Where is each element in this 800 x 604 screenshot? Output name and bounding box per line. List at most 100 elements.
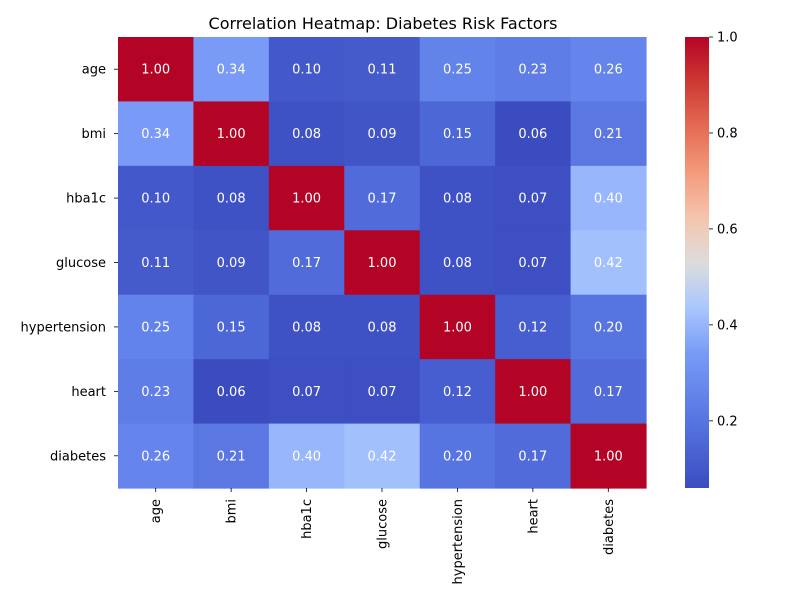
row-tick-label: glucose (56, 256, 106, 271)
row-tick-label: hba1c (66, 192, 106, 207)
heatmap-cell (495, 359, 572, 425)
cell-value-label: 0.07 (518, 192, 547, 207)
heatmap-cell (193, 165, 270, 231)
cell-value-label: 0.06 (217, 385, 246, 400)
heatmap-cell (118, 294, 195, 360)
heatmap-cell (495, 230, 572, 296)
heatmap-cell (344, 165, 421, 231)
cell-value-label: 0.08 (292, 320, 321, 335)
cell-value-label: 0.34 (217, 63, 246, 78)
cell-value-label: 0.08 (292, 127, 321, 142)
heatmap-cell (193, 294, 270, 360)
column-tick-label: bmi (225, 499, 240, 524)
heatmap-cell (193, 359, 270, 425)
heatmap-cell (344, 101, 421, 167)
cell-value-label: 0.08 (217, 192, 246, 207)
colorbar-tick-label: 0.8 (717, 126, 738, 141)
heatmap-cell (118, 423, 195, 489)
cell-value-label: 0.34 (141, 127, 170, 142)
column-tick-label: glucose (376, 499, 391, 549)
cell-value-label: 0.42 (594, 256, 623, 271)
heatmap-cell (419, 294, 496, 360)
heatmap-cell (570, 423, 647, 489)
heatmap-cell (419, 101, 496, 167)
heatmap-cell (419, 423, 496, 489)
cell-value-label: 0.26 (594, 63, 623, 78)
colorbar: 0.2 0.4 0.6 0.8 1.0 (685, 31, 738, 488)
heatmap-cell (268, 165, 345, 231)
cell-value-label: 0.21 (217, 449, 246, 464)
cell-value-label: 0.08 (443, 256, 472, 271)
cell-value-label: 0.09 (368, 127, 397, 142)
heatmap-cell (193, 230, 270, 296)
heatmap-cell (419, 359, 496, 425)
chart-title: Correlation Heatmap: Diabetes Risk Facto… (209, 14, 558, 33)
colorbar-tick-label: 1.0 (717, 31, 738, 46)
cell-value-label: 1.00 (292, 192, 321, 207)
cell-value-label: 0.10 (141, 192, 170, 207)
cell-value-label: 0.20 (443, 449, 472, 464)
row-tick-label: diabetes (50, 449, 106, 464)
colorbar-tick-label: 0.2 (717, 414, 738, 429)
cell-value-label: 1.00 (594, 449, 623, 464)
heatmap-cell (344, 423, 421, 489)
heatmap-cell (118, 230, 195, 296)
row-tick-label: hypertension (21, 320, 106, 335)
cell-value-label: 0.07 (292, 385, 321, 400)
heatmap-cell (570, 165, 647, 231)
cell-value-label: 0.26 (141, 449, 170, 464)
column-tick-label: diabetes (602, 499, 617, 555)
cell-value-label: 0.09 (217, 256, 246, 271)
column-tick-label: hba1c (300, 499, 315, 539)
heatmap-cell (118, 165, 195, 231)
heatmap-cell (344, 37, 421, 103)
heatmap-cell (193, 37, 270, 103)
heatmap-cell (419, 165, 496, 231)
heatmap-cell (495, 37, 572, 103)
heatmap-cell (495, 101, 572, 167)
heatmap-cell (344, 359, 421, 425)
cell-value-label: 1.00 (368, 256, 397, 271)
heatmap-cell (495, 165, 572, 231)
heatmap-cell (570, 359, 647, 425)
row-tick-label: heart (71, 385, 106, 400)
colorbar-tick-label: 0.6 (717, 222, 738, 237)
column-tick-label: age (149, 499, 164, 523)
row-tick-labels: age bmi hba1c glucose hypertension heart diabe… (21, 63, 118, 464)
cell-value-label: 0.11 (368, 63, 397, 78)
heatmap-cell (193, 101, 270, 167)
heatmap-cell (193, 423, 270, 489)
heatmap-cell (570, 230, 647, 296)
heatmap-cell (495, 423, 572, 489)
column-tick-label: hypertension (451, 499, 466, 584)
cell-value-label: 1.00 (217, 127, 246, 142)
cell-value-label: 0.42 (368, 449, 397, 464)
column-tick-labels: age bmi hba1c glucose hypertension heart diabe… (149, 488, 617, 584)
cell-value-label: 0.07 (368, 385, 397, 400)
cell-value-label: 0.17 (518, 449, 547, 464)
heatmap-cell (344, 294, 421, 360)
heatmap-cell (268, 359, 345, 425)
heatmap-cell (118, 37, 195, 103)
cell-value-label: 0.11 (141, 256, 170, 271)
heatmap-cell (268, 230, 345, 296)
cell-value-label: 0.15 (443, 127, 472, 142)
colorbar-gradient (685, 37, 709, 488)
cell-value-label: 0.25 (141, 320, 170, 335)
cell-value-label: 0.08 (368, 320, 397, 335)
cell-value-label: 0.25 (443, 63, 472, 78)
column-tick-label: heart (526, 499, 541, 534)
cell-value-label: 0.23 (518, 63, 547, 78)
cell-value-label: 0.10 (292, 63, 321, 78)
heatmap-cell (570, 37, 647, 103)
heatmap-cell (570, 101, 647, 167)
cell-value-label: 0.12 (518, 320, 547, 335)
cell-value-label: 0.21 (594, 127, 623, 142)
cell-value-label: 0.08 (443, 192, 472, 207)
heatmap-cell (344, 230, 421, 296)
cell-value-label: 0.07 (518, 256, 547, 271)
heatmap-cell (570, 294, 647, 360)
cell-value-label: 0.40 (594, 192, 623, 207)
